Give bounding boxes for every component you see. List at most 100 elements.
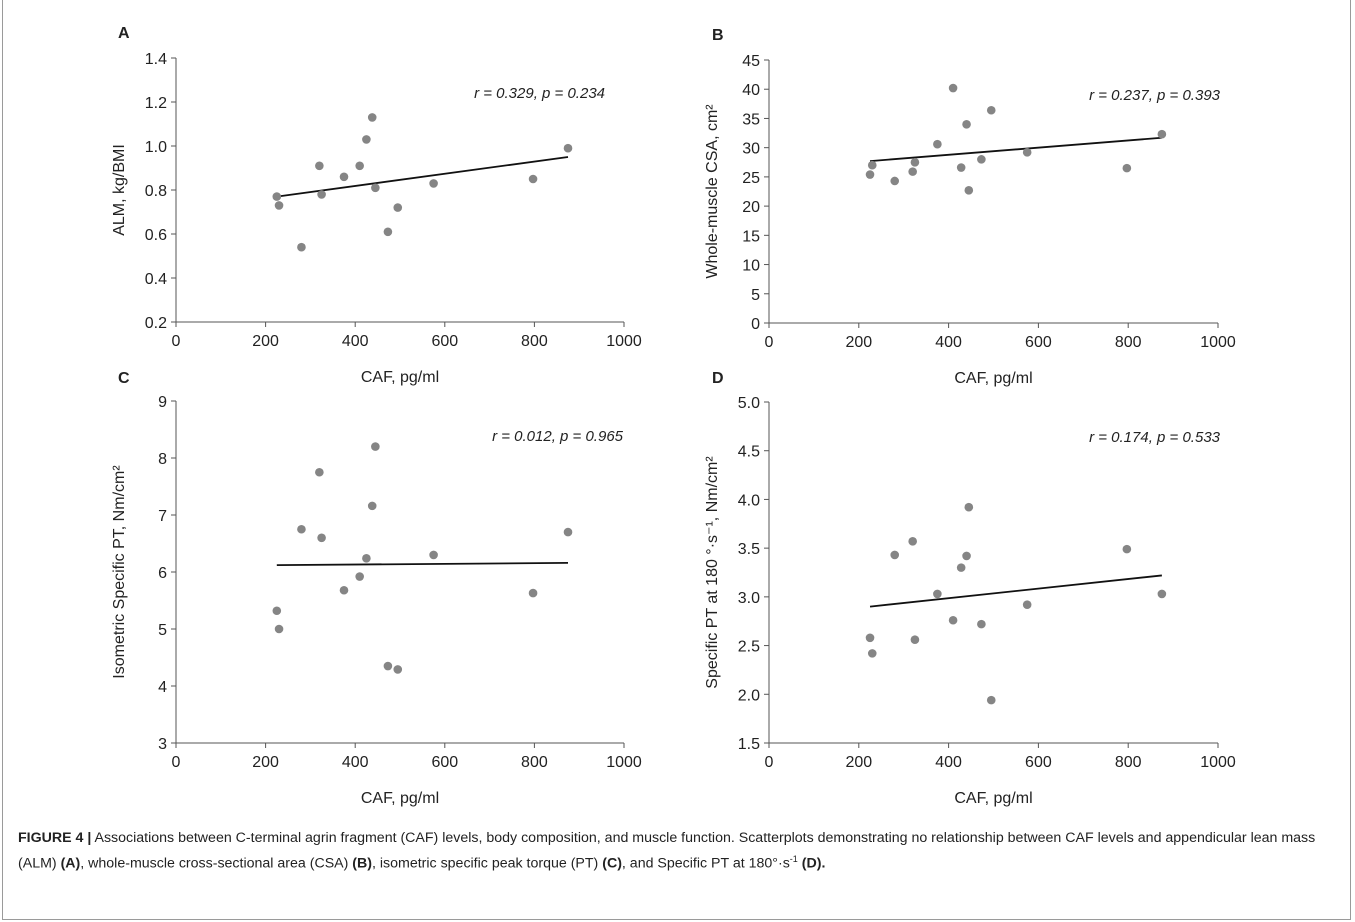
panel-c-x-tick-label: 1000: [606, 754, 642, 771]
panel-b-x-tick-label: 0: [765, 334, 774, 351]
panel-c-y-axis-label: Isometric Specific PT, Nm/cm²: [111, 465, 128, 679]
panel-a-y-tick-label: 0.6: [145, 227, 167, 244]
panel-c-trendline: [276, 561, 569, 567]
panel-a-data-point: [528, 174, 538, 184]
panel-d-x-tick-label: 600: [1025, 754, 1052, 771]
panel-c-y-tick-label: 7: [158, 508, 167, 525]
panel-b-x-tick-label: 200: [845, 334, 872, 351]
panel-c-data-point: [317, 533, 326, 543]
panel-d-data-point: [1157, 589, 1167, 599]
panel-a-y-tick-label: 1.0: [145, 139, 167, 156]
caption-text-3: , isometric specific peak torque (PT): [371, 855, 603, 872]
panel-c-data-point: [528, 588, 538, 598]
panel-d-x-tick-label: 800: [1115, 754, 1142, 771]
panel-d-data-point: [867, 649, 877, 658]
panel-a-data-point: [429, 179, 438, 188]
panel-d-correlation-annotation: r = 0.174, p = 0.533: [1089, 429, 1221, 446]
panel-c-data-point: [371, 442, 380, 451]
panel-b-y-tick-label: 35: [742, 111, 760, 128]
panel-a-x-axis-label: CAF, pg/ml: [361, 369, 439, 386]
panel-b-y-tick-label: 20: [742, 199, 760, 216]
panel-c-data-point: [367, 501, 377, 511]
panel-d-letter: D: [712, 370, 724, 387]
panel-c-data-point: [339, 585, 349, 595]
panel-d-x-tick-label: 1000: [1200, 754, 1236, 771]
panel-b-data-point: [962, 119, 971, 129]
panel-a-data-point: [563, 143, 573, 153]
panel-d-x-tick-label: 400: [935, 754, 962, 771]
panel-b-data-point: [908, 167, 917, 176]
panel-b-y-tick-label: 10: [742, 258, 760, 275]
panel-a: A 0.2 0.4 0.6 0.8 1.0 1.2 1.4 0 200 400 600 800 1000 C…: [111, 25, 642, 386]
panel-d: D 1.5 2.0 2.5 3.0 3.5 4.0 4.5 5.0 0 200 400 600 800 10…: [704, 370, 1236, 807]
panel-a-y-tick-label: 1.2: [145, 95, 167, 112]
panel-a-x-tick-label: 1000: [606, 333, 642, 350]
panel-d-y-tick-label: 1.5: [738, 736, 760, 753]
panel-b-x-tick-label: 1000: [1200, 334, 1236, 351]
panel-a-data-point: [339, 172, 349, 182]
panel-d-data-point: [977, 619, 986, 629]
panel-d-data-point: [933, 589, 942, 599]
caption-text-4: , and Specific PT at 180°·s: [621, 855, 790, 872]
panel-a-trendline: [276, 156, 569, 198]
panel-a-data-point: [371, 183, 380, 193]
panel-a-data-point: [272, 192, 282, 201]
caption-label: FIGURE 4 |: [18, 830, 92, 846]
scatterplot-panels: A0.20.40.60.81.01.21.40 200 400 600 800 1000C…: [111, 25, 1236, 807]
panel-a-x-tick-label: 400: [342, 333, 369, 350]
caption-ref-b: (B): [352, 855, 372, 872]
panel-c-data-point: [362, 554, 371, 563]
panel-b-y-tick-label: 25: [742, 170, 760, 187]
panel-a-data-point: [362, 135, 371, 144]
panel-b-data-point: [964, 186, 974, 195]
panel-c-data-point: [429, 550, 438, 560]
panel-d-x-tick-label: 0: [765, 754, 774, 771]
panel-b-x-tick-label: 600: [1025, 334, 1052, 351]
caption-text-2: , whole-muscle cross-sectional area (CSA…: [80, 855, 353, 872]
panel-c-data-point: [393, 665, 403, 674]
panel-a-y-tick-label: 0.2: [145, 315, 167, 332]
panel-d-y-tick-label: 5.0: [738, 395, 760, 412]
panel-d-y-tick-label: 2.5: [738, 639, 760, 656]
caption-ref-d: (D).: [797, 855, 826, 872]
panel-b-data-point: [977, 155, 986, 164]
panel-b-y-tick-label: 5: [751, 287, 760, 304]
panel-b-correlation-annotation: r = 0.237, p = 0.393: [1089, 87, 1221, 104]
panel-b-data-point: [956, 163, 966, 172]
panel-d-data-point: [890, 550, 900, 560]
panel-b-data-point: [948, 83, 958, 93]
panel-a-y-tick-label: 1.4: [145, 51, 167, 68]
panel-c-y-tick-label: 6: [158, 565, 167, 582]
panel-b-x-tick-label: 800: [1115, 334, 1142, 351]
panel-d-x-tick-label: 200: [845, 754, 872, 771]
panel-c-y-tick-label: 9: [158, 394, 167, 411]
panel-a-correlation-annotation: r = 0.329, p = 0.234: [474, 85, 605, 102]
panel-c-x-tick-label: 0: [172, 754, 181, 771]
panel-c: C 3 4 5 6 7 8 9 0 200 400 600 800 1000 CAF, pg/ml Isome…: [111, 370, 642, 807]
panel-d-data-point: [908, 537, 917, 546]
panel-b-data-point: [865, 170, 875, 179]
panel-b-x-axis-label: CAF, pg/ml: [954, 370, 1032, 387]
panel-b-data-point: [867, 160, 877, 170]
panel-b-data-point: [1122, 163, 1132, 173]
panel-c-data-point: [272, 606, 282, 616]
panel-c-y-tick-label: 5: [158, 622, 167, 639]
panel-a-data-point: [317, 190, 326, 199]
panel-a-y-tick-label: 0.8: [145, 183, 167, 200]
panel-a-data-point: [367, 113, 377, 122]
panel-c-y-tick-label: 3: [158, 736, 167, 753]
panel-b-data-point: [1022, 148, 1032, 157]
panel-c-letter: C: [118, 370, 130, 387]
caption-text-1: Associations between C-terminal agrin fr…: [18, 830, 1316, 872]
panel-d-data-point: [948, 615, 958, 625]
panel-b-x-tick-label: 400: [935, 334, 962, 351]
panel-b-data-point: [890, 176, 900, 186]
panel-c-x-tick-label: 800: [521, 754, 548, 771]
panel-d-data-point: [910, 635, 920, 645]
panel-d-data-point: [964, 502, 974, 512]
panel-d-data-point: [986, 695, 996, 705]
panel-a-y-axis-label: ALM, kg/BMI: [111, 144, 128, 236]
panel-d-data-point: [865, 633, 875, 643]
panel-b-y-tick-label: 45: [742, 53, 760, 70]
